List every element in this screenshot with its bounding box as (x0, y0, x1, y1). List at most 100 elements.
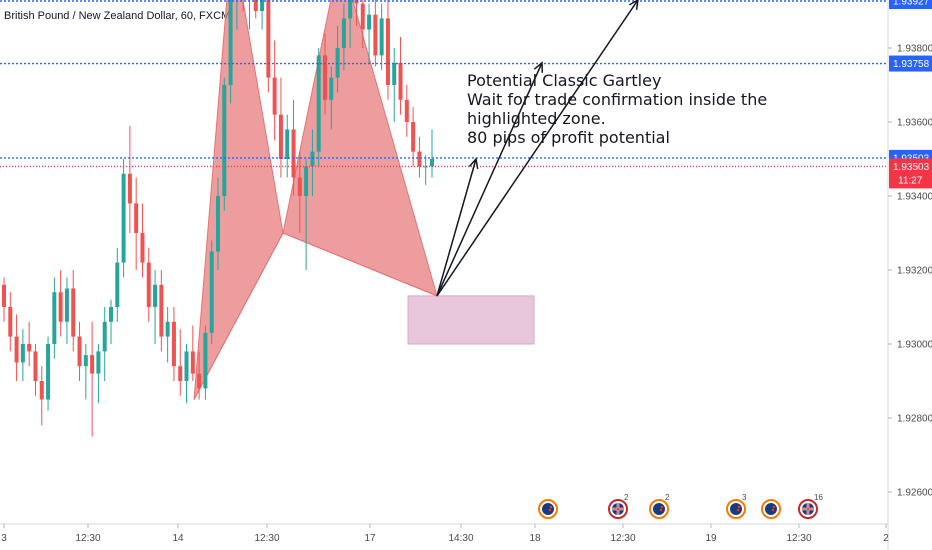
target-arrow-line (436, 0, 639, 297)
entry-zone (407, 295, 535, 345)
candle-body (197, 373, 202, 389)
candle-body (341, 18, 346, 48)
x-tick-label: 2 (883, 533, 889, 544)
candle-body (335, 48, 340, 78)
event-count: 2 (665, 493, 670, 502)
candle-body (165, 321, 170, 337)
gartley-pattern[interactable] (193, 0, 438, 400)
time-axis[interactable]: 3 12:30 14 12:30 17 14:30 18 12:30 19 12:30 2 (0, 523, 889, 544)
trade-annotation[interactable]: Potential Classic Gartley Wait for trade… (467, 71, 767, 147)
x-tick-label: 12:30 (75, 533, 100, 544)
candle-body (304, 166, 309, 196)
candle-body (83, 355, 88, 367)
candle-body (77, 336, 82, 367)
y-tick-label: 1.93200 (897, 266, 932, 277)
candle-body (20, 344, 25, 363)
price-level-label: 1.93758 (893, 59, 930, 70)
candle-body (278, 114, 283, 159)
x-tick-label: 12:30 (610, 533, 635, 544)
target-arrow-head (533, 61, 544, 73)
event-flag-nz (765, 503, 777, 515)
candle-body (367, 14, 372, 30)
price-level-badge (889, 55, 932, 72)
event-count: 2 (624, 493, 629, 502)
annotation-line-3: highlighted zone. (467, 109, 606, 128)
flag-star (548, 508, 552, 512)
candle-body (285, 129, 290, 159)
candle-body (423, 166, 428, 168)
candle-body (96, 351, 101, 374)
pattern-xb-line (193, 232, 284, 400)
event-flag-nz (542, 503, 554, 515)
target-arrow-line (436, 158, 477, 297)
price-level-badge (889, 0, 932, 10)
candle-body (58, 292, 63, 322)
candle-body (291, 129, 296, 178)
annotation-line-4: 80 pips of profit potential (467, 128, 670, 147)
candle-series (2, 0, 434, 437)
candle-body (109, 307, 113, 322)
annotation-line-1: Potential Classic Gartley (467, 71, 662, 90)
candle-body (121, 173, 126, 263)
y-tick-label: 1.92800 (897, 414, 932, 425)
chart-symbol-title: British Pound / New Zealand Dollar, 60, … (4, 10, 231, 22)
target-arrows[interactable] (436, 0, 639, 297)
candle-body (404, 99, 409, 122)
price-level-label: 1.93927 (893, 0, 930, 8)
candle-body (115, 262, 120, 307)
target-arrow-line (436, 62, 543, 297)
candle-body (354, 0, 359, 4)
flag-star (660, 505, 664, 509)
candle-body (398, 62, 403, 100)
event-flag-nz (653, 503, 665, 515)
candle-body (71, 288, 76, 337)
candle-body (266, 0, 271, 78)
flag-star (737, 505, 741, 509)
candle-body (153, 284, 158, 307)
candle-body (417, 151, 422, 167)
candle-body (310, 151, 315, 167)
candle-body (222, 85, 227, 196)
x-tick-label: 17 (364, 533, 376, 544)
y-tick-label: 1.93400 (897, 192, 932, 203)
y-tick-label: 1.93800 (897, 44, 932, 55)
candle-body (102, 321, 107, 352)
x-tick-label: 18 (529, 533, 541, 544)
candle-body (379, 18, 384, 56)
flag-star (659, 508, 663, 512)
candle-body (253, 0, 258, 11)
x-tick-label: 14:30 (448, 533, 473, 544)
current-price-label: 1.93503 (893, 162, 930, 173)
flag-star (736, 508, 740, 512)
price-axis[interactable]: 1.944001.942001.940001.938001.936001.934… (887, 0, 932, 550)
candle-body (134, 203, 139, 233)
x-tick-label: 12:30 (254, 533, 279, 544)
annotation-line-2: Wait for trade confirmation inside the (467, 90, 768, 109)
event-count: 3 (742, 493, 747, 502)
candle-body (39, 381, 44, 400)
candle-body (348, 0, 353, 19)
candle-body (392, 62, 397, 85)
y-tick-label: 1.93600 (897, 118, 932, 129)
flag-star (771, 508, 775, 512)
candle-body (64, 288, 69, 322)
y-tick-label: 1.92600 (897, 488, 932, 499)
target-arrow-head (628, 0, 639, 10)
candle-body (209, 251, 214, 333)
current-price-badge (889, 158, 932, 189)
candle-body (46, 344, 51, 400)
x-tick-label: 19 (705, 533, 717, 544)
candle-body (2, 284, 6, 307)
candle-body (146, 262, 151, 307)
candle-body (272, 77, 277, 115)
countdown-label: 11:27 (898, 175, 923, 186)
entry-zone-box (407, 295, 535, 345)
candle-body (159, 284, 164, 337)
candle-body (90, 355, 95, 374)
candle-body (190, 351, 195, 374)
event-flag-nz (730, 503, 742, 515)
x-tick-label: 12:30 (786, 533, 811, 544)
flag-star (549, 505, 553, 509)
candle-body (127, 173, 132, 204)
